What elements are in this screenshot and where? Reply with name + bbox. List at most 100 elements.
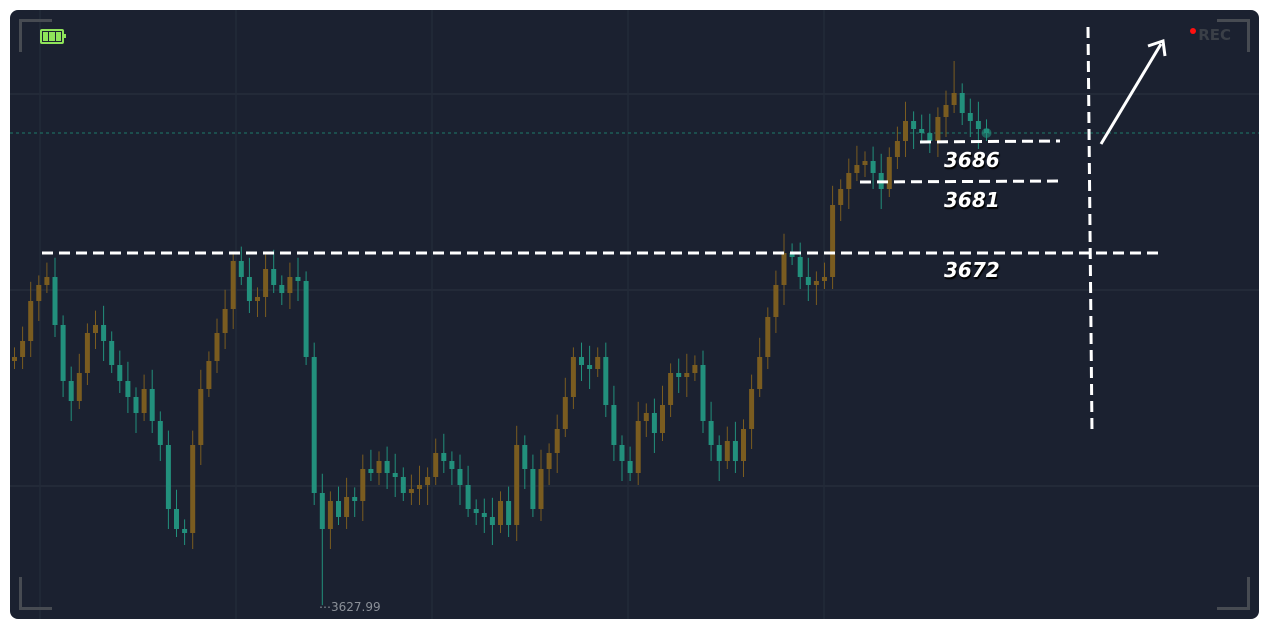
candle-body (198, 389, 204, 445)
candle-body (489, 517, 495, 525)
level-label-3672: 3672 (944, 258, 1000, 282)
candle-body (846, 173, 852, 189)
candle-body (12, 357, 17, 361)
candle-body (635, 421, 641, 473)
candle-body (28, 301, 34, 341)
candle-body (20, 341, 26, 357)
candle-body (595, 357, 601, 369)
candle-body (36, 285, 42, 301)
candle-body (708, 421, 714, 445)
candle-body (781, 253, 787, 285)
candle-body (465, 485, 471, 509)
candle-body (862, 161, 868, 165)
candle-body (141, 389, 147, 413)
candle-body (222, 309, 228, 333)
candle-body (765, 317, 771, 357)
candlestick-chart[interactable] (10, 10, 1259, 619)
candle-body (903, 121, 908, 141)
candle-body (870, 161, 876, 173)
vertical-divider-line (1086, 26, 1094, 433)
candle-body (157, 421, 163, 445)
candle-body (692, 365, 698, 373)
candle-body (651, 413, 657, 433)
candle-body (327, 501, 333, 529)
candle-body (530, 469, 536, 509)
candle-body (473, 509, 479, 513)
candle-body (724, 441, 730, 461)
arrow-up-icon (1099, 43, 1163, 145)
candle-body (619, 445, 625, 461)
candle-body (538, 469, 544, 509)
candle-body (174, 509, 179, 529)
candle-body (255, 297, 260, 301)
candle-body (101, 325, 107, 341)
candle-body (271, 269, 277, 285)
candle-body (813, 281, 819, 285)
candle-body (52, 277, 58, 325)
candle-body (303, 281, 309, 357)
candle-body (660, 405, 665, 433)
candle-body (190, 445, 196, 533)
candle-body (943, 105, 949, 117)
candle-body (360, 469, 366, 501)
candle-body (149, 389, 155, 421)
candle-body (627, 461, 633, 473)
candle-body (433, 453, 439, 477)
candle-body (117, 365, 123, 381)
candle-body (506, 501, 512, 525)
candle-body (668, 373, 674, 405)
candle-body (457, 469, 463, 485)
candle-body (959, 93, 965, 113)
low-price-label: ⋯3627.99 (319, 600, 381, 614)
candle-body (554, 429, 560, 453)
current-price-marker (981, 128, 992, 138)
candle-body (76, 373, 82, 401)
candle-body (295, 277, 301, 281)
candle-body (133, 397, 139, 413)
candle-body (951, 93, 957, 105)
candle-body (392, 473, 398, 477)
candle-body (805, 277, 811, 285)
corner-bracket-icon (19, 19, 52, 52)
candle-body (700, 365, 706, 421)
corner-bracket-icon (19, 577, 52, 610)
candle-body (449, 461, 455, 469)
candle-body (246, 277, 252, 301)
candle-body (498, 501, 503, 525)
candle-body (546, 453, 552, 469)
candle-body (263, 269, 269, 297)
battery-full-icon (40, 29, 66, 44)
candle-body (927, 133, 933, 141)
candle-body (830, 205, 836, 277)
rec-indicator: REC (1190, 26, 1231, 44)
candle-body (886, 157, 892, 189)
arrow-head-icon (1147, 39, 1167, 57)
candle-body (84, 333, 90, 373)
candle-body (522, 445, 528, 469)
candle-body (384, 461, 390, 473)
candle-body (44, 277, 50, 285)
candle-body (93, 325, 98, 333)
candle-body (911, 121, 917, 129)
candle-body (125, 381, 131, 397)
level-line-3686 (919, 139, 1061, 144)
candle-body (311, 357, 317, 493)
candle-body (408, 489, 414, 493)
candle-body (400, 477, 406, 493)
candle-body (919, 129, 925, 133)
candle-body (935, 117, 941, 141)
candle-body (967, 113, 973, 121)
candle-body (214, 333, 220, 361)
candle-body (789, 253, 795, 257)
candle-body (68, 381, 74, 401)
candle-body (182, 529, 188, 533)
candle-body (838, 189, 844, 205)
candle-body (344, 497, 350, 517)
corner-bracket-icon (1217, 577, 1250, 610)
candle-body (894, 141, 900, 157)
candle-body (481, 513, 487, 517)
candle-body (279, 285, 285, 293)
candle-body (238, 261, 244, 277)
candle-body (757, 357, 763, 389)
candle-body (732, 441, 738, 461)
